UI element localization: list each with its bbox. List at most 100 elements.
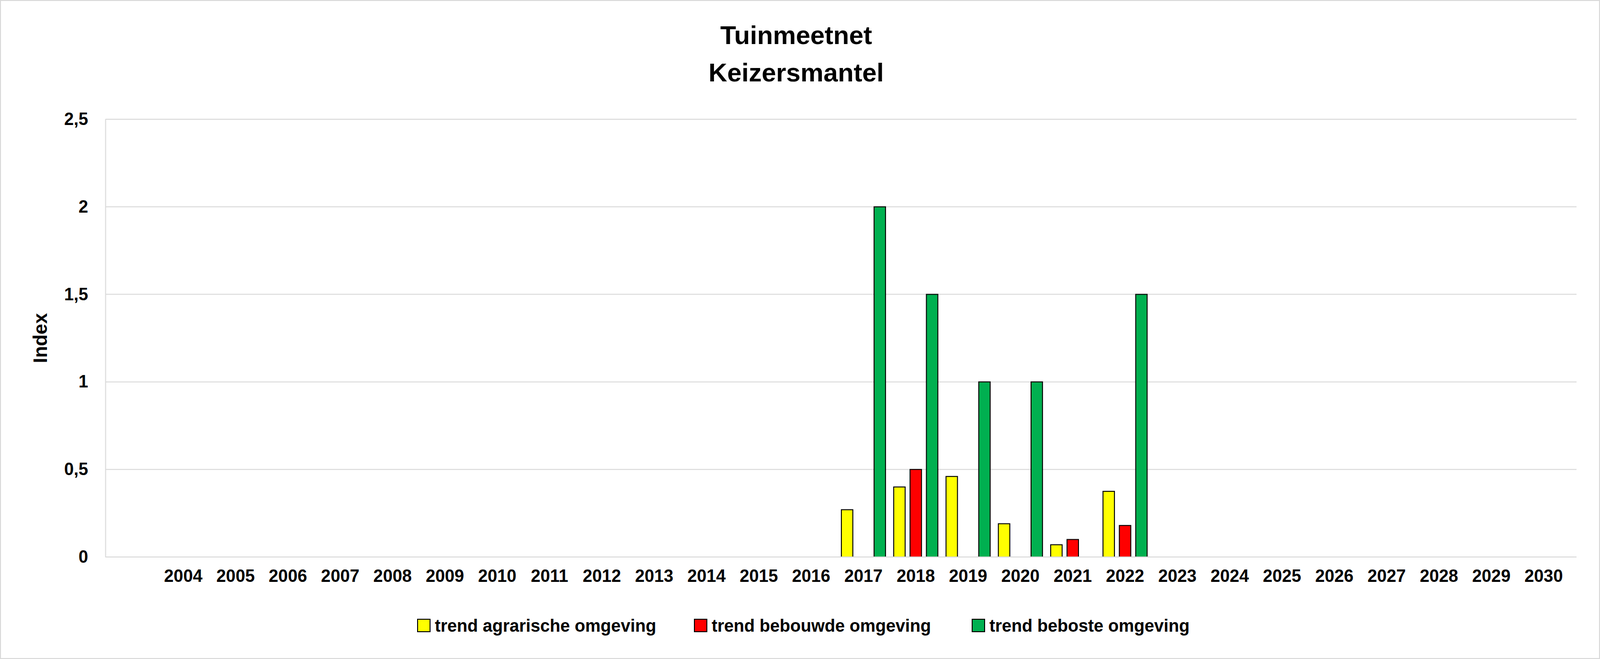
title: Tuinmeetnet [720, 20, 873, 50]
y-axis-title: Index [29, 313, 51, 364]
series [873, 206, 1147, 557]
x-tick-label: 2006 [268, 566, 307, 586]
x-tick-label: 2010 [477, 566, 517, 586]
bar [841, 509, 853, 557]
legend-item: trend agrarische omgeving [417, 615, 657, 636]
y-tick-label: 0 [78, 546, 89, 567]
x-tick-label: 2009 [425, 566, 465, 586]
bars [841, 206, 1147, 557]
x-tick-label: 2011 [530, 566, 568, 586]
y-tick-label: 1,5 [64, 284, 89, 305]
x-tick-label: 2007 [320, 566, 360, 586]
bar [1050, 544, 1063, 557]
x-tick-label: 2029 [1472, 566, 1511, 586]
x-tick: 2021 [1053, 556, 1092, 586]
x-tick: 2009 [425, 556, 465, 586]
x-tick: 2015 [739, 556, 778, 586]
x-tick: 2020 [1001, 556, 1040, 586]
bar [926, 294, 938, 557]
x-tick-label: 2021 [1053, 566, 1092, 586]
x-axis-line [105, 556, 1577, 558]
x-tick: 2013 [635, 556, 674, 586]
x-tick: 2018 [896, 556, 935, 586]
x-tick-label: 2026 [1315, 566, 1354, 586]
bar [1066, 539, 1079, 557]
grid-line [105, 381, 1577, 383]
bar [873, 206, 886, 557]
x-tick: 2006 [268, 556, 307, 586]
x-tick: 2008 [373, 556, 412, 586]
y-tick-label: 0,5 [64, 459, 89, 479]
x-tick: 2030 [1524, 556, 1563, 586]
x-tick-label: 2014 [687, 566, 726, 586]
bar [893, 487, 906, 557]
x-tick-label: 2017 [844, 566, 883, 586]
y-axis-line [105, 119, 107, 558]
bar [1031, 381, 1043, 557]
grid-line [105, 556, 1577, 558]
x-tick: 2005 [216, 556, 255, 586]
bar [1135, 294, 1147, 557]
x-tick-label: 2012 [582, 566, 622, 586]
grid-line [105, 294, 1577, 296]
x-tick-label: 2005 [216, 566, 255, 586]
x-tick: 2014 [687, 556, 726, 586]
bar [1102, 491, 1115, 557]
legend-item: trend beboste omgeving [972, 615, 1190, 636]
bar [909, 469, 922, 557]
legend: trend agrarische omgeving trend bebouwde … [417, 615, 1190, 636]
x-tick: 2026 [1315, 556, 1354, 586]
legend-label: trend agrarische omgeving [434, 615, 657, 636]
subtitle: Keizersmantel [708, 57, 884, 87]
x-tick: 2027 [1367, 556, 1407, 586]
x-tick: 2016 [792, 556, 831, 586]
bar [998, 523, 1010, 557]
y-tick: 0 [78, 546, 106, 567]
background [0, 0, 1600, 659]
legend-item: trend bebouwde omgeving [694, 615, 931, 636]
x-tick: 2028 [1419, 556, 1459, 586]
x-tick-label: 2027 [1367, 566, 1407, 586]
legend-label: trend bebouwde omgeving [711, 615, 931, 636]
y-tick-label: 2,5 [64, 109, 89, 129]
y-axis: 0 0,5 1 1,5 2 2,5 [64, 109, 106, 567]
x-tick-label: 2008 [373, 566, 412, 586]
legend-swatch [694, 619, 707, 632]
x-tick-label: 2020 [1001, 566, 1040, 586]
x-tick-label: 2030 [1524, 566, 1563, 586]
grid-line [105, 468, 1577, 470]
x-tick: 2023 [1158, 556, 1197, 586]
legend-swatch [417, 619, 431, 632]
x-tick: 2011 [530, 556, 568, 586]
x-tick: 2004 [164, 556, 203, 586]
y-tick: 2,5 [64, 109, 106, 129]
y-tick: 1 [78, 371, 106, 392]
legend-label: trend beboste omgeving [989, 615, 1190, 636]
x-tick: 2010 [477, 556, 517, 586]
y-tick-label: 1 [78, 371, 89, 392]
x-tick-label: 2023 [1158, 566, 1197, 586]
x-tick: 2017 [844, 556, 883, 586]
y-tick: 0,5 [64, 459, 106, 479]
x-tick: 2012 [582, 556, 622, 586]
x-tick: 2007 [320, 556, 360, 586]
x-tick: 2024 [1210, 556, 1249, 586]
x-tick-label: 2028 [1419, 566, 1459, 586]
grid [105, 119, 1577, 557]
grid-line [105, 118, 1577, 120]
bar [978, 381, 991, 557]
bar [945, 476, 958, 557]
x-tick: 2022 [1105, 556, 1145, 586]
chart: Tuinmeetnet Keizersmantel 0 0,5 1 1,5 2 2,5 Inde… [0, 0, 1600, 659]
y-tick-label: 2 [78, 196, 89, 217]
x-tick-label: 2019 [948, 566, 988, 586]
series [909, 469, 1131, 557]
x-tick-label: 2018 [896, 566, 935, 586]
x-tick: 2029 [1472, 556, 1511, 586]
bar [1119, 525, 1131, 557]
x-tick-label: 2013 [635, 566, 674, 586]
x-tick-label: 2024 [1210, 566, 1249, 586]
x-axis: 2004 2005 2006 2007 2008 2009 2010 2011 2012 2013… [105, 556, 1577, 586]
x-tick-label: 2016 [792, 566, 831, 586]
x-tick-label: 2025 [1262, 566, 1302, 586]
